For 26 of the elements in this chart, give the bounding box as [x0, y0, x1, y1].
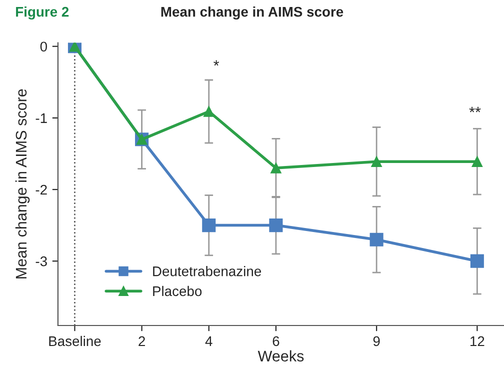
- y-tick-label: -3: [36, 256, 47, 266]
- x-tick-label: 6: [272, 336, 280, 346]
- y-tick-label: -1: [36, 113, 47, 123]
- y-axis-title: Mean change in AIMS score: [15, 89, 30, 278]
- point: [270, 162, 282, 174]
- x-tick-label: 4: [205, 336, 212, 346]
- legend-label: Placebo: [153, 286, 202, 296]
- caption: Figure 2: [16, 6, 69, 20]
- y-tick-label: 0: [40, 42, 47, 52]
- x-tick-label: 12: [470, 336, 484, 346]
- point: [370, 232, 384, 246]
- point: [472, 156, 483, 167]
- point: [371, 156, 382, 167]
- chart-title: Mean change in AIMS score: [161, 6, 344, 20]
- y-tick-label: -2: [36, 184, 47, 195]
- point: [202, 218, 216, 232]
- point: [470, 254, 484, 268]
- point: [269, 218, 283, 232]
- x-axis-title: Weeks: [258, 350, 304, 362]
- point: [203, 106, 214, 117]
- x-tick-label: 2: [138, 336, 145, 346]
- x-tick-label: 9: [373, 336, 380, 346]
- legend-label: Deutetrabenazine: [153, 266, 262, 276]
- x-tick-label: Baseline: [49, 336, 101, 346]
- annotation: **: [469, 106, 481, 112]
- annotation: *: [214, 60, 220, 66]
